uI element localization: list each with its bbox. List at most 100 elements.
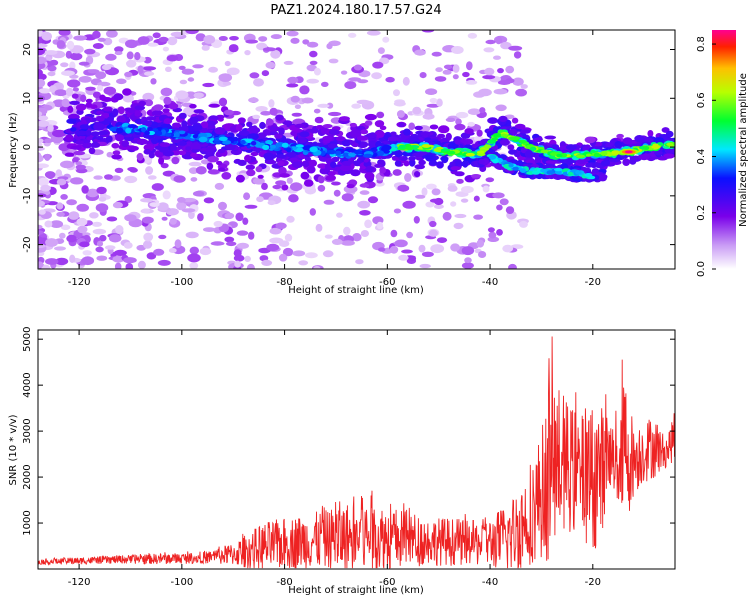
heatmap-cells: [38, 30, 675, 269]
heatmap-cell: [496, 229, 503, 236]
heatmap-cell: [296, 137, 307, 144]
heatmap-cell: [532, 170, 540, 175]
heatmap-cell: [451, 46, 464, 54]
heatmap-cell: [622, 137, 633, 145]
heatmap-cell: [499, 139, 510, 146]
heatmap-cell: [393, 100, 406, 107]
heatmap-cell: [44, 50, 58, 55]
heatmap-cell: [99, 94, 106, 101]
heatmap-cell: [664, 148, 675, 154]
heatmap-y-tick-label: 0: [22, 144, 33, 150]
heatmap-cell: [551, 144, 560, 151]
heatmap-cell: [398, 254, 409, 261]
heatmap-cell: [478, 251, 487, 258]
heatmap-cell: [309, 50, 318, 58]
heatmap-cell: [493, 55, 501, 60]
heatmap-cell: [368, 140, 378, 148]
heatmap-cell: [56, 211, 65, 217]
heatmap-cell: [281, 142, 289, 148]
heatmap-cell: [385, 76, 395, 83]
heatmap-cell: [334, 150, 342, 156]
colorbar-tick-label: 0.8: [696, 36, 707, 52]
heatmap-cell: [198, 132, 208, 138]
heatmap-cell: [519, 220, 528, 228]
heatmap-cell: [38, 47, 45, 56]
heatmap-cell: [81, 256, 95, 266]
heatmap-cell: [136, 152, 144, 161]
heatmap-cell: [168, 102, 179, 110]
heatmap-cell: [112, 108, 119, 117]
heatmap-cell: [92, 91, 101, 99]
heatmap-cell: [248, 126, 261, 134]
heatmap-cell: [350, 169, 361, 177]
heatmap-cell: [105, 135, 113, 143]
heatmap-cell: [138, 100, 146, 107]
heatmap-cell: [151, 137, 159, 145]
heatmap-cell: [278, 253, 288, 262]
heatmap-cell: [299, 85, 310, 95]
heatmap-cell: [461, 186, 474, 194]
heatmap-x-tick-label: -60: [379, 277, 395, 288]
heatmap-cell: [256, 196, 264, 203]
heatmap-cell: [161, 216, 168, 221]
heatmap-cell: [76, 217, 88, 226]
heatmap-cell: [38, 115, 49, 121]
heatmap-cell: [85, 130, 92, 136]
heatmap-cell: [659, 134, 670, 138]
heatmap-cell: [96, 240, 104, 247]
heatmap-cell: [124, 71, 133, 78]
heatmap-cell: [601, 160, 610, 167]
heatmap-cell: [460, 132, 471, 139]
heatmap-cell: [72, 157, 79, 163]
heatmap-cell: [333, 189, 341, 197]
heatmap-cell: [117, 106, 125, 115]
heatmap-cell: [508, 163, 514, 168]
snr-y-tick-label: 3000: [22, 418, 33, 443]
heatmap-cell: [364, 113, 377, 121]
heatmap-cell: [174, 239, 182, 249]
heatmap-cell: [188, 167, 199, 175]
heatmap-cell: [148, 152, 155, 159]
heatmap-cell: [291, 161, 304, 169]
heatmap-cell: [106, 151, 114, 158]
heatmap-cell: [275, 114, 284, 121]
heatmap-cell: [161, 129, 166, 135]
snr-series-line: [38, 336, 675, 569]
heatmap-cell: [306, 78, 320, 84]
heatmap-cell: [398, 144, 406, 150]
heatmap-cell: [113, 249, 127, 256]
heatmap-cell: [245, 164, 255, 171]
heatmap-cell: [249, 72, 260, 79]
heatmap-cell: [103, 86, 117, 96]
heatmap-cell: [93, 175, 103, 180]
heatmap-cell: [65, 87, 74, 97]
heatmap-cell: [519, 168, 527, 174]
heatmap-cell: [177, 197, 186, 203]
heatmap-cell: [302, 39, 310, 45]
heatmap-cell: [159, 142, 171, 148]
heatmap-cell: [323, 199, 335, 205]
heatmap-cell: [456, 178, 464, 184]
heatmap-cell: [158, 145, 169, 153]
heatmap-cell: [75, 161, 83, 166]
heatmap-cell: [485, 39, 496, 45]
heatmap-cell: [96, 115, 105, 122]
heatmap-cell: [569, 175, 578, 180]
heatmap-cell: [176, 201, 187, 211]
heatmap-cell: [142, 216, 154, 224]
heatmap-cell: [60, 62, 69, 68]
heatmap-cell: [257, 174, 264, 179]
heatmap-cell: [88, 147, 96, 155]
heatmap-cell: [290, 37, 300, 44]
heatmap-cell: [266, 243, 280, 251]
heatmap-cell: [140, 198, 153, 203]
heatmap-cell: [187, 125, 194, 131]
heatmap-cell: [38, 236, 44, 245]
heatmap-cell: [266, 118, 274, 126]
heatmap-cell: [104, 245, 116, 250]
heatmap-cell: [450, 201, 457, 207]
heatmap-cell: [508, 45, 523, 51]
heatmap-cell: [616, 133, 624, 139]
heatmap-cell: [507, 144, 515, 151]
